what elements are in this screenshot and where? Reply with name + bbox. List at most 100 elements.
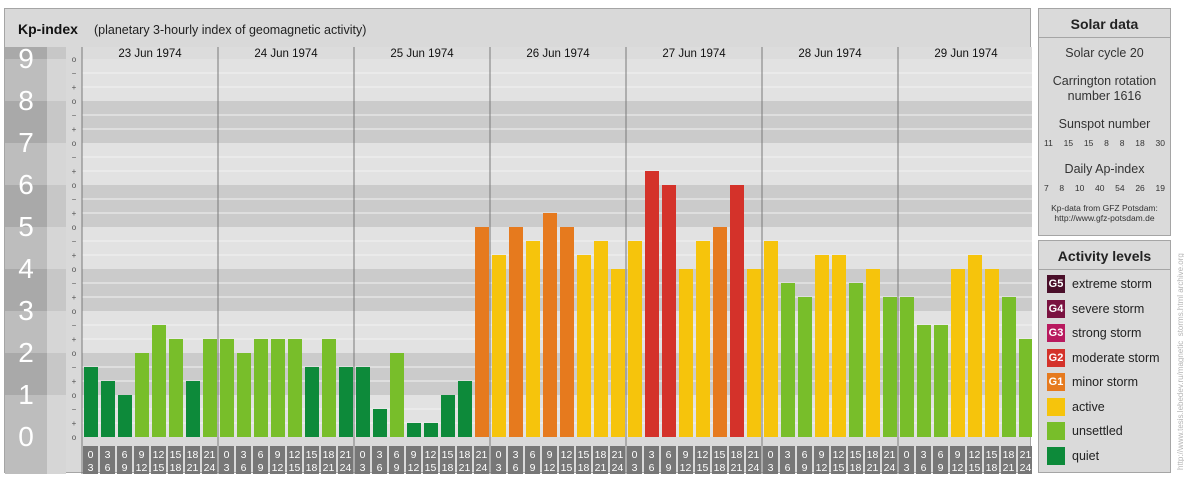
interval-cell [797,446,812,474]
kp-bar [458,381,472,437]
band [82,101,1032,143]
interval-cell [712,446,727,474]
interval-cell [219,446,234,474]
interval-cell [950,446,965,474]
interval-cell [899,446,914,474]
interval-end-label: 3 [904,462,910,474]
y-minor-tick: o [72,139,77,148]
activity-level-row: G3 strong storm [1047,323,1141,343]
kp-bar [917,325,931,437]
interval-cell [559,446,574,474]
interval-end-label: 24 [340,462,352,474]
interval-start-label: 9 [683,449,689,461]
y-minor-band [47,59,66,101]
interval-start-label: 6 [394,449,400,461]
y-minor-tick: o [72,55,77,64]
interval-cell [100,446,115,474]
sunspot-value: 11 [1044,138,1053,148]
activity-level-row: G4 severe storm [1047,299,1144,319]
kp-bar [798,297,812,437]
y-minor-tick: + [72,251,77,260]
y-minor-band [47,101,66,143]
interval-start-label: 0 [904,449,910,461]
interval-end-label: 15 [561,462,573,474]
kp-bar [271,339,285,437]
interval-end-label: 12 [544,462,556,474]
interval-cell [916,446,931,474]
interval-end-label: 18 [986,462,998,474]
interval-start-label: 21 [476,449,488,461]
y-tick-label: 3 [18,295,34,326]
day-label: 28 Jun 1974 [798,48,862,60]
sunspot-value: 8 [1104,138,1109,148]
y-tick-label: 5 [18,211,34,242]
interval-end-label: 12 [680,462,692,474]
level-label: severe storm [1072,301,1145,316]
y-minor-tick: − [72,321,77,330]
source-link[interactable]: http://www.gfz-potsdam.de [1054,213,1155,223]
interval-end-label: 18 [306,462,318,474]
interval-end-label: 18 [442,462,454,474]
ap-index-values: 7 8 10 40 54 26 19 [1044,183,1165,193]
interval-cell [236,446,251,474]
kp-bar [237,353,251,437]
level-swatch: G2 [1047,348,1065,367]
level-label: active [1072,399,1105,414]
y-minor-tick: o [72,307,77,316]
y-minor-tick: o [72,181,77,190]
kp-bar [169,339,183,437]
y-band [5,101,47,143]
y-minor-tick: o [72,433,77,442]
kp-bar [611,269,625,437]
activity-level-row: quiet [1047,446,1099,466]
ap-index-value: 26 [1135,183,1145,193]
ap-index-value: 40 [1095,183,1105,193]
interval-start-label: 21 [1020,449,1032,461]
level-label: strong storm [1072,326,1142,340]
ap-index-value: 19 [1155,183,1165,193]
interval-start-label: 3 [513,449,519,461]
kp-bar [679,269,693,437]
sunspot-value: 15 [1063,138,1074,148]
interval-start-label: 9 [411,449,417,461]
kp-bar [322,339,336,437]
kp-bar [339,367,353,437]
interval-end-label: 3 [224,462,230,474]
interval-start-label: 12 [425,449,437,461]
solar-data-heading: Solar data [1039,9,1170,38]
interval-cell [814,446,829,474]
kp-bar [543,213,557,437]
interval-cell [389,446,404,474]
interval-cell [576,446,591,474]
interval-end-label: 24 [748,462,760,474]
chart-subtitle: (planetary 3-hourly index of geomagnetic… [94,23,367,37]
interval-start-label: 6 [666,449,672,461]
day-label: 25 Jun 1974 [390,48,454,60]
interval-end-label: 21 [1003,462,1015,474]
interval-cell [661,446,676,474]
kp-bar [152,325,166,437]
level-label: unsettled [1072,424,1123,438]
ap-index-value: 8 [1059,183,1065,193]
interval-start-label: 18 [731,449,743,461]
y-band [5,227,47,269]
y-tick-label: 9 [18,43,34,74]
y-minor-tick: o [72,349,77,358]
interval-start-label: 9 [955,449,961,461]
interval-cell [372,446,387,474]
interval-end-label: 15 [697,462,709,474]
interval-start-label: 6 [258,449,264,461]
interval-end-label: 24 [476,462,488,474]
interval-cell [185,446,200,474]
interval-cell [542,446,557,474]
interval-end-label: 6 [377,462,383,474]
interval-end-label: 6 [785,462,791,474]
kp-bar [441,395,455,437]
y-minor-tick: − [72,237,77,246]
interval-end-label: 9 [802,462,808,474]
interval-end-label: 6 [921,462,927,474]
level-label: minor storm [1072,375,1138,389]
interval-start-label: 18 [1003,449,1015,461]
band [82,59,1032,101]
